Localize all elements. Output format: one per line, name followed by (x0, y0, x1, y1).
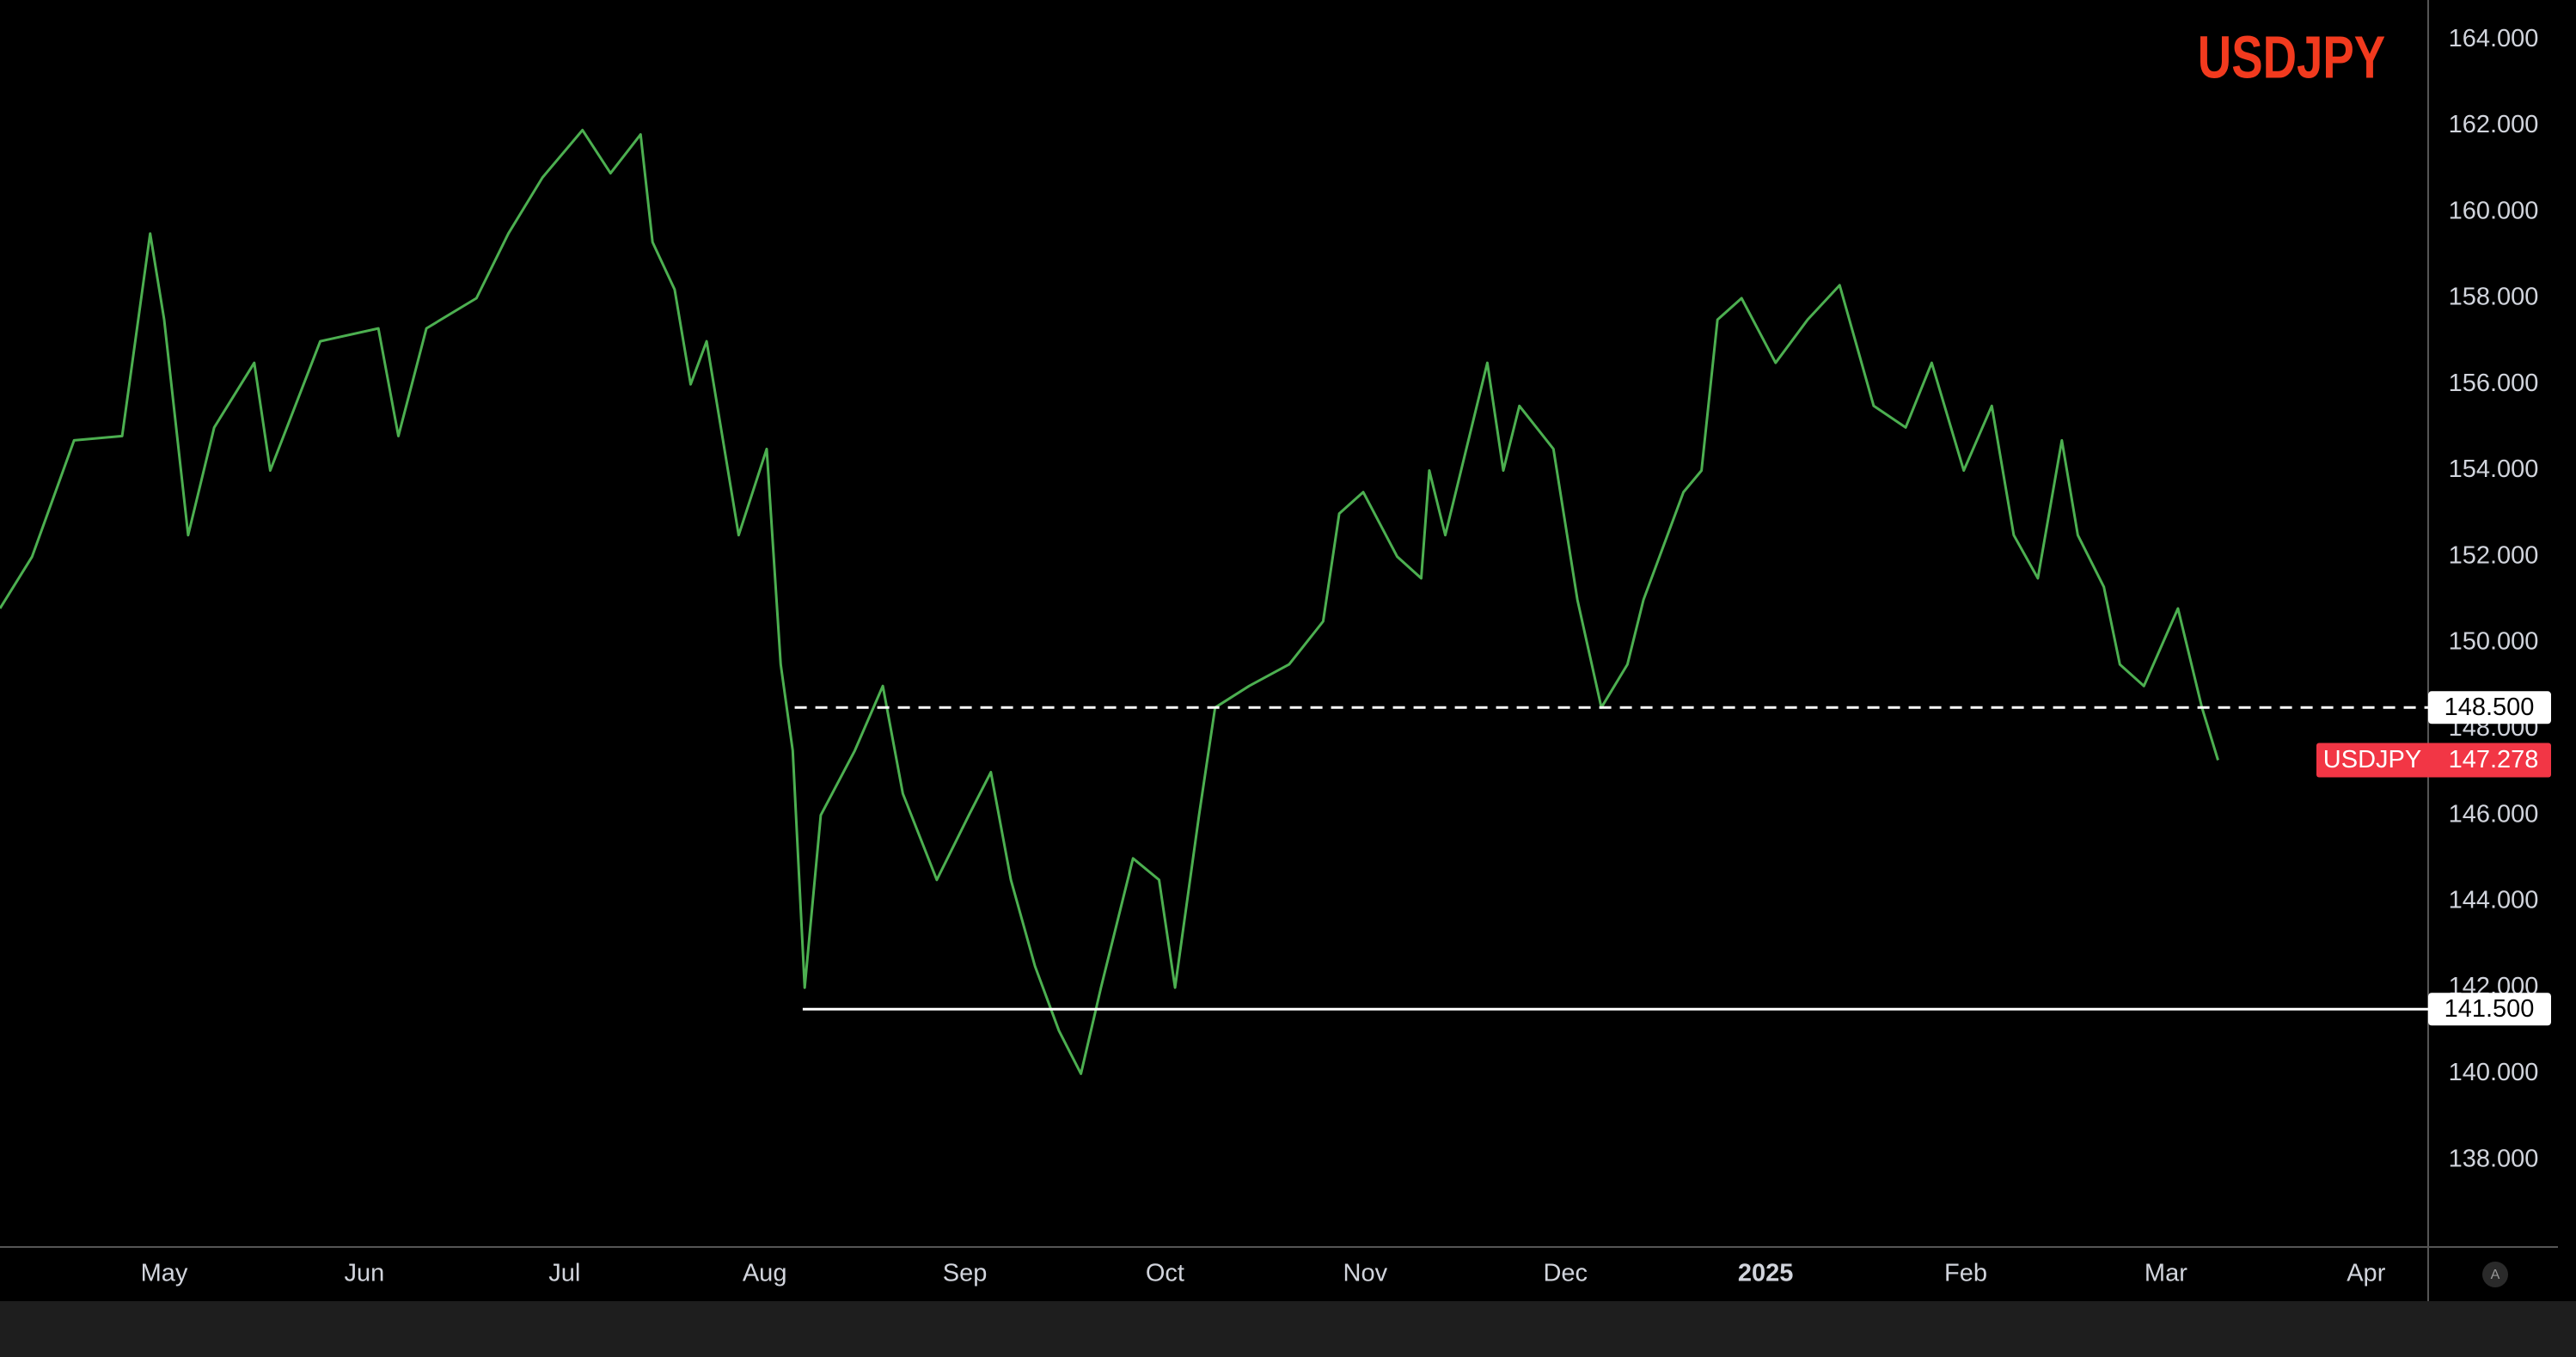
y-tick-label: 150.000 (2449, 628, 2539, 656)
x-tick-label: Apr (2347, 1260, 2385, 1287)
x-tick-label: Oct (1146, 1260, 1184, 1287)
price-line (0, 128, 2219, 1075)
scale-mode-button[interactable] (2482, 1262, 2508, 1287)
x-tick-label: Mar (2145, 1260, 2187, 1287)
level-tag (2428, 993, 2551, 1026)
level-label: 148.500 (2444, 694, 2535, 721)
x-tick-label: Jun (344, 1260, 384, 1287)
y-tick-label: 162.000 (2449, 111, 2539, 138)
y-tick-label: 154.000 (2449, 455, 2539, 483)
level-tag (2428, 691, 2551, 724)
price-tag-symbol: USDJPY (2323, 746, 2421, 773)
x-tick-label: Dec (1543, 1260, 1588, 1287)
y-tick-label: 138.000 (2449, 1145, 2539, 1172)
price-tag (2316, 743, 2551, 778)
price-tag-value: 147.278 (2449, 746, 2539, 773)
y-tick-label: 152.000 (2449, 541, 2539, 569)
y-tick-label: 144.000 (2449, 887, 2539, 914)
y-tick-label: 164.000 (2449, 25, 2539, 52)
y-tick-label: 160.000 (2449, 197, 2539, 224)
x-tick-label: Feb (1944, 1260, 1987, 1287)
x-tick-label: Aug (743, 1260, 787, 1287)
x-tick-label: 2025 (1738, 1260, 1794, 1287)
y-tick-label: 156.000 (2449, 370, 2539, 397)
x-tick-label: Sep (943, 1260, 988, 1287)
scale-mode-label[interactable]: A (2491, 1268, 2500, 1282)
x-tick-label: Nov (1343, 1260, 1388, 1287)
y-tick-label: 158.000 (2449, 284, 2539, 311)
footer-bar (0, 1301, 2576, 1357)
chart-title: USDJPY (2198, 24, 2385, 91)
level-label: 141.500 (2444, 995, 2535, 1023)
x-tick-label: Jul (548, 1260, 580, 1287)
y-tick-label: 146.000 (2449, 800, 2539, 828)
plot-area (0, 128, 2428, 1075)
x-tick-label: May (141, 1260, 188, 1287)
y-tick-label: 140.000 (2449, 1059, 2539, 1086)
